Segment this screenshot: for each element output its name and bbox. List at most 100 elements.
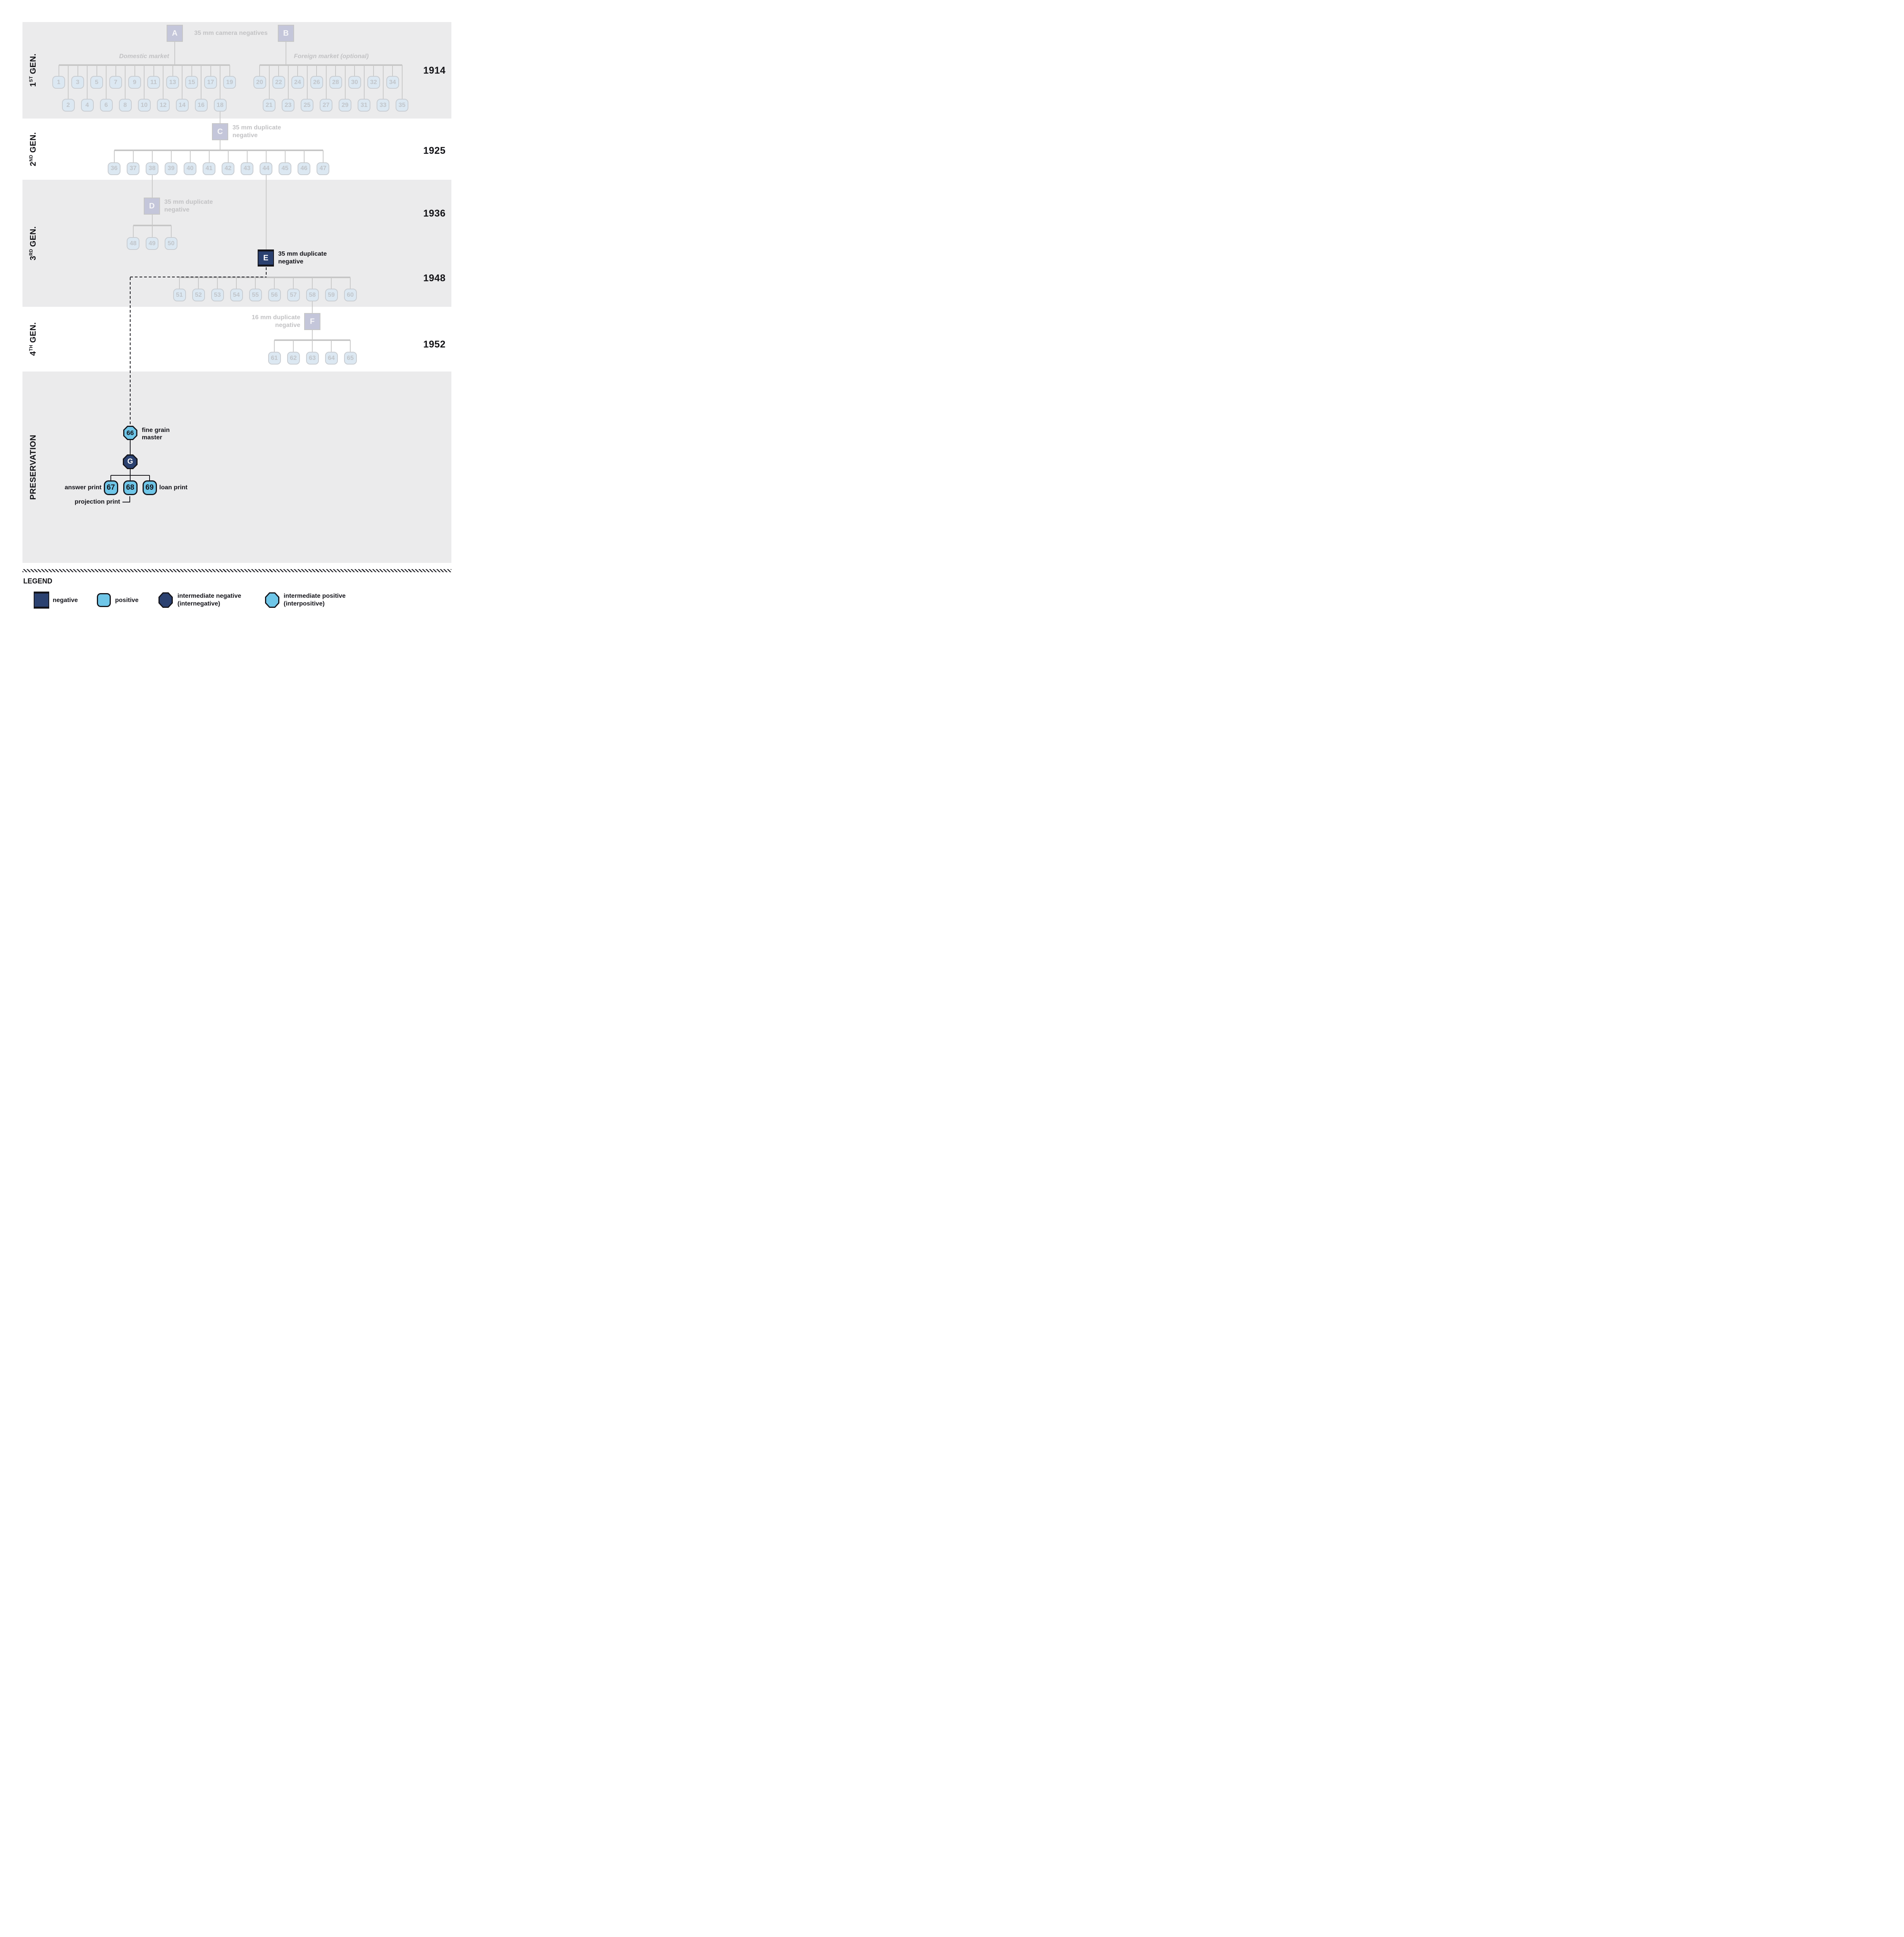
section-label-text: 3 (29, 255, 38, 261)
legend-interpositive-label: intermediate positive (interpositive) (284, 592, 346, 608)
film-generations-diagram: 1STGEN. 2NDGEN. 3RDGEN. 4THGEN. PRESERVA… (0, 0, 476, 624)
print-node-37: 37 (127, 162, 139, 175)
print-node-28: 28 (329, 76, 342, 89)
section-label-sup: ST (29, 76, 34, 82)
print-node-43: 43 (241, 162, 253, 175)
section-label-word: GEN. (29, 322, 38, 343)
stem-line (87, 65, 88, 99)
node-letter: D (149, 201, 155, 210)
stem-line (151, 150, 153, 162)
stem-line (344, 65, 346, 99)
print-node-50: 50 (165, 237, 177, 250)
print-node-40: 40 (184, 162, 196, 175)
print-node-20: 20 (253, 76, 266, 89)
print-node-64: 64 (325, 352, 338, 365)
legend-internegative-line2: (internegative) (177, 600, 220, 607)
stem-line (284, 150, 286, 162)
d-label: 35 mm duplicate negative (164, 198, 213, 214)
print-node-60: 60 (344, 289, 357, 301)
f-label-line1: 16 mm duplicate (251, 314, 300, 321)
print-node-5: 5 (90, 76, 103, 89)
stem-line (392, 65, 393, 76)
print-node-22: 22 (272, 76, 285, 89)
stem-line (189, 150, 191, 162)
section-label-4th-gen: 4THGEN. (29, 322, 38, 356)
section-label-word: GEN. (29, 226, 38, 247)
print-node-33: 33 (377, 99, 389, 112)
print-node-35: 35 (396, 99, 408, 112)
dashed-line-to-66 (130, 277, 131, 426)
stem-line (274, 340, 275, 352)
connector-line (151, 175, 153, 198)
e-label-line1: 35 mm duplicate (278, 251, 327, 257)
section-label-text: 4 (29, 351, 38, 356)
d-label-line2: negative (164, 206, 189, 213)
stem-line (322, 150, 324, 162)
stem-line (208, 150, 210, 162)
node-letter: G (127, 458, 133, 466)
print-node-36: 36 (108, 162, 121, 175)
octagon-fill (124, 427, 136, 439)
stem-line (170, 225, 172, 237)
print-node-65: 65 (344, 352, 357, 365)
print-node-58: 58 (306, 289, 319, 301)
print-node-61: 61 (268, 352, 281, 365)
stem-line (191, 65, 192, 76)
print-node-25: 25 (301, 99, 313, 112)
print-node-3: 3 (71, 76, 84, 89)
legend-internegative-label: intermediate negative (internegative) (177, 592, 241, 608)
print-node-7: 7 (109, 76, 122, 89)
legend-internegative-symbol (158, 592, 173, 608)
stem-line (278, 65, 279, 76)
print-node-32: 32 (367, 76, 380, 89)
print-node-42: 42 (222, 162, 234, 175)
stem-line (401, 65, 403, 99)
node-letter: E (263, 253, 269, 262)
print-node-63: 63 (306, 352, 319, 365)
stem-line (269, 65, 270, 99)
connector-bar (179, 276, 350, 278)
print-node-2: 2 (62, 99, 75, 112)
print-node-67: 67 (103, 480, 118, 495)
node-letter: B (283, 29, 289, 38)
stem-line (350, 340, 351, 352)
print-node-8: 8 (119, 99, 132, 112)
negative-node-F: F (304, 313, 320, 330)
stem-line (179, 277, 180, 289)
legend-interpositive-line1: intermediate positive (284, 593, 346, 599)
stem-line (306, 65, 308, 99)
stem-line (210, 65, 211, 76)
stem-line (259, 65, 260, 76)
print-node-19: 19 (223, 76, 236, 89)
print-node-51: 51 (173, 289, 186, 301)
legend-title: LEGEND (23, 577, 53, 585)
stem-line (110, 475, 111, 480)
stem-line (255, 277, 256, 289)
e-label: 35 mm duplicate negative (278, 250, 327, 266)
foreign-market-label: Foreign market (optional) (294, 53, 369, 60)
print-node-24: 24 (291, 76, 304, 89)
f-label-line2: negative (275, 322, 300, 329)
print-node-21: 21 (263, 99, 275, 112)
stem-line (217, 277, 218, 289)
legend-negative-label: negative (53, 597, 78, 604)
hatched-divider (22, 569, 451, 572)
f-label: 16 mm duplicate negative (252, 314, 300, 329)
internegative-node-G: G (123, 454, 138, 469)
stem-line (68, 65, 69, 99)
connector-line (312, 330, 313, 339)
print-node-9: 9 (128, 76, 141, 89)
stem-line (325, 65, 327, 99)
node-letter: A (172, 29, 178, 38)
node-letter: C (217, 127, 223, 136)
stem-line (170, 150, 172, 162)
stem-line (236, 277, 237, 289)
c-label: 35 mm duplicate negative (232, 124, 281, 139)
section-label-1st-gen: 1ST GEN. (29, 53, 38, 87)
print-node-52: 52 (192, 289, 205, 301)
connector-line (130, 469, 131, 475)
loan-print-label: loan print (159, 484, 188, 491)
legend-positive-label: positive (115, 597, 139, 604)
print-node-59: 59 (325, 289, 338, 301)
stem-line (114, 150, 115, 162)
